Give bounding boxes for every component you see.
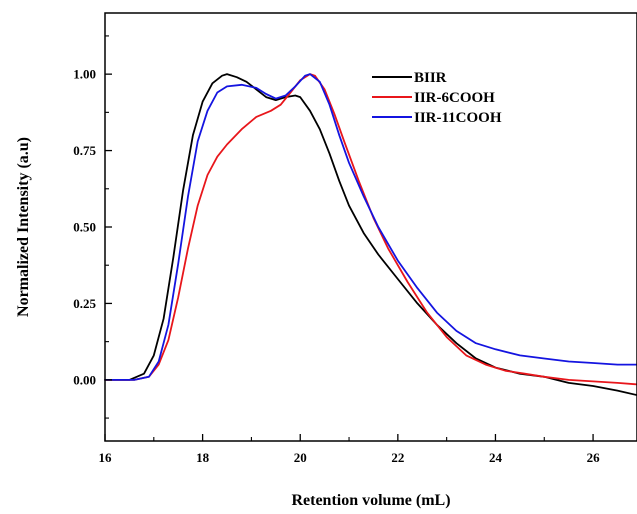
y-axis-title: Normalized Intensity (a.u) <box>15 137 32 317</box>
y-tick-label: 1.00 <box>73 67 96 82</box>
x-tick-label: 20 <box>294 450 307 465</box>
y-tick-label: 0.75 <box>73 143 96 158</box>
y-tick-label: 0.00 <box>73 372 96 387</box>
y-tick-label: 0.50 <box>73 220 96 235</box>
legend-label: IIR-11COOH <box>414 110 502 126</box>
plot-frame <box>104 12 637 442</box>
x-tick-label: 22 <box>391 450 404 465</box>
x-tick-label: 26 <box>587 450 601 465</box>
x-axis-title: Retention volume (mL) <box>291 492 450 509</box>
series-line-biir <box>104 73 637 397</box>
x-axis: 16 18 20 22 24 26 <box>99 434 601 465</box>
legend-label: BIIR <box>414 70 447 86</box>
y-axis: 0.00 0.25 0.50 0.75 1.00 <box>73 35 112 419</box>
legend: BIIR IIR-6COOH IIR-11COOH <box>372 70 502 126</box>
legend-label: IIR-6COOH <box>414 90 495 106</box>
x-tick-label: 24 <box>489 450 503 465</box>
x-tick-label: 18 <box>196 450 210 465</box>
series-layer <box>104 73 637 397</box>
series-line-iir-6cooh <box>104 73 637 386</box>
y-tick-label: 0.25 <box>73 296 96 311</box>
series-line-iir-11cooh <box>104 73 637 381</box>
x-tick-label: 16 <box>99 450 113 465</box>
